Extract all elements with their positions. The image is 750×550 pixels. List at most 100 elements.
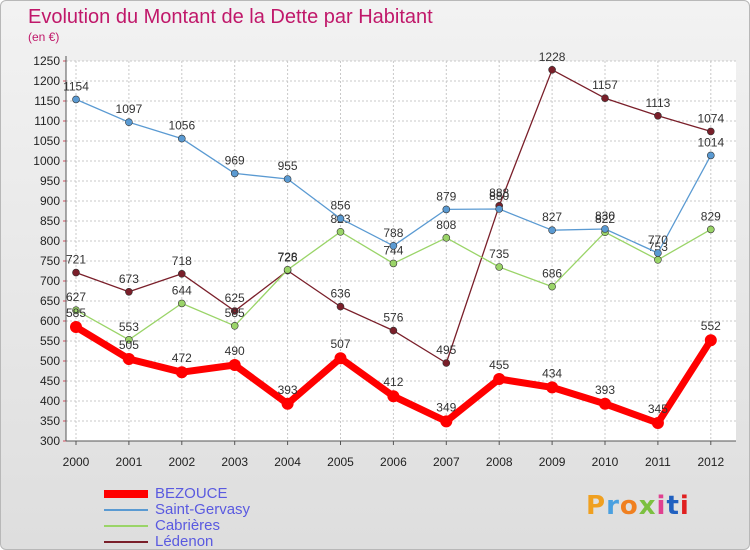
x-tick-label: 2005 bbox=[327, 455, 354, 469]
data-point-saint-gervasy bbox=[654, 249, 662, 257]
data-label-cabri-res: 627 bbox=[66, 290, 86, 304]
proxiti-logo: Proxiti bbox=[586, 491, 690, 521]
y-tick-label: 550 bbox=[40, 334, 60, 348]
data-label-l-denon: 495 bbox=[436, 343, 456, 357]
data-label-cabri-res: 728 bbox=[278, 250, 298, 264]
legend-label-saint-gervasy: Saint-Gervasy bbox=[155, 501, 251, 518]
data-label-bezouce: 472 bbox=[172, 351, 192, 365]
data-label-l-denon: 1113 bbox=[645, 96, 670, 110]
data-point-cabri-res bbox=[230, 321, 239, 330]
data-label-cabri-res: 735 bbox=[489, 247, 509, 261]
legend-swatch-cabri-res bbox=[104, 525, 148, 527]
data-point-saint-gervasy bbox=[548, 226, 556, 234]
y-tick-label: 700 bbox=[40, 274, 60, 288]
data-label-saint-gervasy: 1014 bbox=[697, 135, 724, 149]
data-point-saint-gervasy bbox=[389, 242, 398, 250]
data-label-saint-gervasy: 1056 bbox=[168, 119, 195, 133]
y-tick-label: 950 bbox=[40, 174, 60, 188]
data-point-cabri-res bbox=[336, 228, 345, 236]
data-point-l-denon bbox=[389, 326, 398, 335]
data-label-bezouce: 505 bbox=[119, 338, 139, 352]
data-label-l-denon: 888 bbox=[489, 186, 509, 200]
data-label-bezouce: 507 bbox=[330, 337, 350, 351]
data-point-saint-gervasy bbox=[230, 169, 239, 178]
data-label-cabri-res: 553 bbox=[119, 320, 139, 334]
data-label-saint-gervasy: 969 bbox=[225, 153, 245, 167]
y-tick-label: 850 bbox=[40, 214, 60, 228]
data-label-l-denon: 636 bbox=[330, 287, 350, 301]
y-tick-label: 450 bbox=[40, 374, 60, 388]
data-point-bezouce bbox=[704, 334, 717, 347]
y-tick-label: 1050 bbox=[33, 134, 60, 148]
data-label-bezouce: 455 bbox=[489, 358, 509, 372]
x-tick-label: 2000 bbox=[63, 455, 90, 469]
data-point-bezouce bbox=[493, 373, 506, 385]
data-point-saint-gervasy bbox=[283, 175, 292, 183]
data-point-cabri-res bbox=[654, 255, 662, 264]
y-tick-label: 650 bbox=[40, 294, 60, 308]
data-point-bezouce bbox=[122, 353, 135, 365]
y-tick-label: 1000 bbox=[33, 154, 60, 168]
logo-letter: i bbox=[679, 491, 690, 521]
data-label-cabri-res: 829 bbox=[701, 209, 721, 223]
data-point-saint-gervasy bbox=[706, 151, 715, 160]
data-point-l-denon bbox=[72, 268, 80, 277]
data-label-bezouce: 345 bbox=[648, 402, 668, 416]
data-label-bezouce: 349 bbox=[436, 400, 456, 414]
y-tick-label: 500 bbox=[40, 354, 60, 368]
x-tick-label: 2006 bbox=[380, 455, 407, 469]
y-tick-label: 750 bbox=[40, 254, 60, 268]
data-point-l-denon bbox=[548, 66, 556, 74]
data-point-saint-gervasy bbox=[336, 214, 345, 223]
legend-swatch-l-denon bbox=[104, 541, 148, 543]
legend-label-bezouce: BEZOUCE bbox=[155, 485, 228, 502]
x-tick-label: 2010 bbox=[592, 455, 619, 469]
x-tick-label: 2007 bbox=[433, 455, 460, 469]
data-label-saint-gervasy: 827 bbox=[542, 210, 562, 224]
data-label-cabri-res: 822 bbox=[595, 212, 615, 226]
data-point-saint-gervasy bbox=[178, 134, 186, 143]
x-tick-label: 2003 bbox=[221, 455, 248, 469]
data-label-bezouce: 552 bbox=[701, 319, 721, 333]
data-point-cabri-res bbox=[72, 306, 80, 315]
data-label-cabri-res: 808 bbox=[436, 218, 456, 232]
legend-label-l-denon: Lédenon bbox=[155, 533, 214, 550]
data-label-bezouce: 585 bbox=[66, 306, 86, 320]
data-label-bezouce: 434 bbox=[542, 366, 562, 380]
data-point-saint-gervasy bbox=[601, 225, 609, 233]
y-tick-label: 600 bbox=[40, 314, 60, 328]
x-tick-label: 2004 bbox=[274, 455, 301, 469]
data-point-saint-gervasy bbox=[495, 205, 504, 213]
data-point-cabri-res bbox=[178, 299, 186, 308]
legend-swatch-bezouce bbox=[104, 490, 148, 498]
data-label-l-denon: 1157 bbox=[592, 78, 618, 92]
data-label-l-denon: 721 bbox=[66, 253, 86, 267]
data-label-bezouce: 490 bbox=[225, 344, 245, 358]
data-label-bezouce: 412 bbox=[383, 375, 403, 389]
y-tick-label: 1200 bbox=[33, 74, 60, 88]
data-point-cabri-res bbox=[495, 263, 504, 271]
logo-letter: P bbox=[586, 491, 607, 521]
chart-title: Evolution du Montant de la Dette par Hab… bbox=[28, 6, 433, 28]
data-label-saint-gervasy: 788 bbox=[383, 226, 403, 240]
data-label-l-denon: 625 bbox=[225, 291, 245, 305]
data-point-bezouce bbox=[175, 366, 188, 379]
logo-letter: x bbox=[638, 491, 657, 521]
data-label-saint-gervasy: 770 bbox=[648, 233, 668, 247]
data-label-l-denon: 576 bbox=[383, 311, 403, 325]
data-point-l-denon bbox=[706, 127, 715, 136]
x-tick-label: 2012 bbox=[697, 455, 724, 469]
data-label-saint-gervasy: 1097 bbox=[116, 102, 143, 116]
y-tick-label: 1250 bbox=[33, 54, 60, 68]
data-label-bezouce: 393 bbox=[595, 383, 615, 397]
data-label-cabri-res: 686 bbox=[542, 267, 562, 281]
data-label-cabri-res: 644 bbox=[172, 283, 192, 297]
data-label-saint-gervasy: 856 bbox=[330, 199, 350, 213]
data-point-bezouce bbox=[599, 397, 611, 410]
data-label-l-denon: 726 bbox=[278, 251, 298, 265]
y-tick-label: 1150 bbox=[34, 94, 60, 108]
data-point-l-denon bbox=[601, 94, 609, 102]
x-tick-label: 2011 bbox=[645, 455, 671, 469]
data-label-l-denon: 1228 bbox=[539, 50, 566, 64]
